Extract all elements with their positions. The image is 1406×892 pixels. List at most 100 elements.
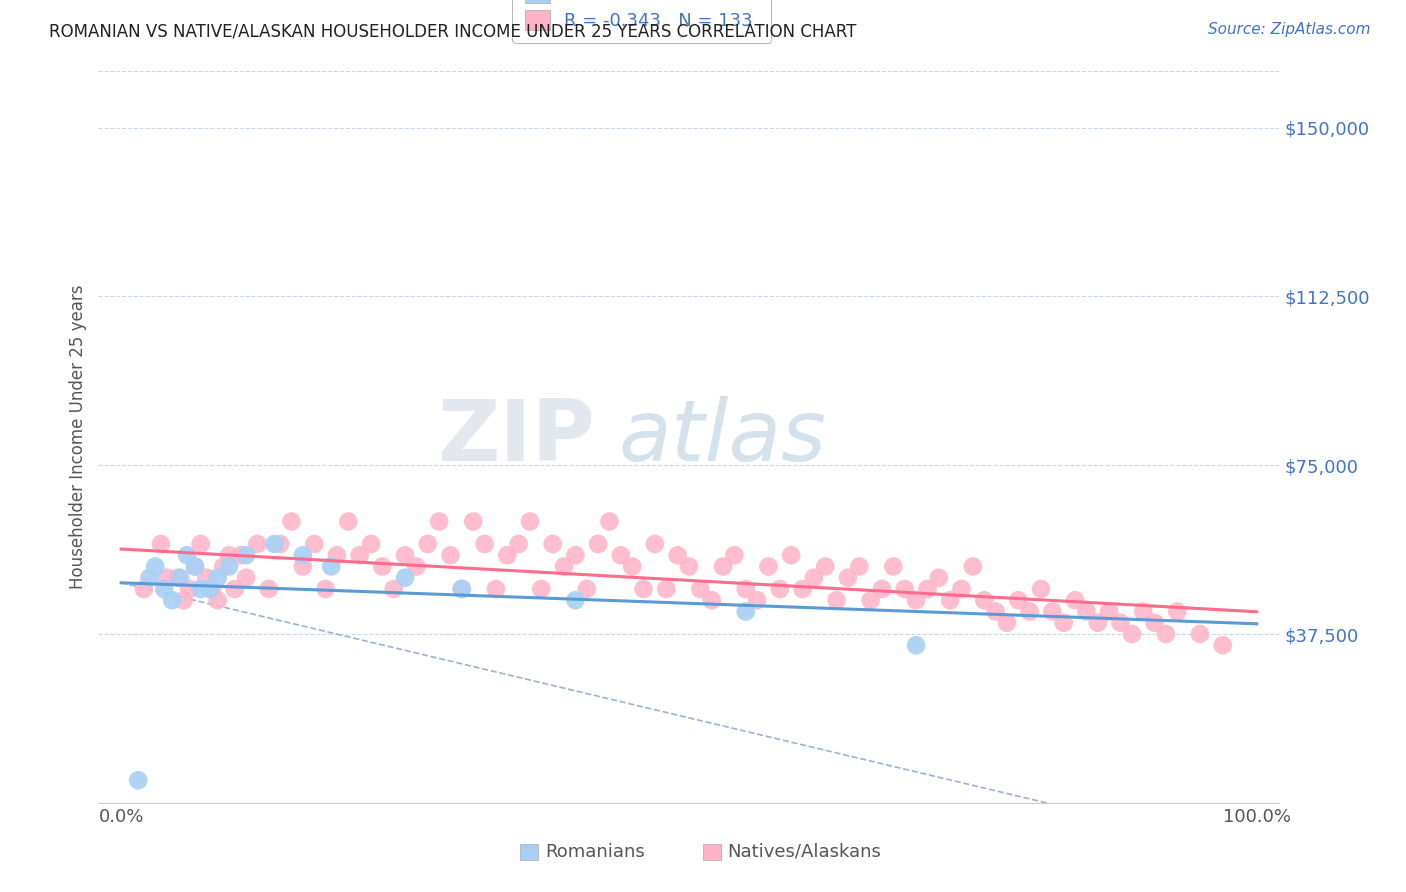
Point bbox=[1212, 638, 1234, 652]
Point bbox=[1076, 605, 1098, 619]
Point bbox=[1109, 615, 1132, 630]
Point bbox=[859, 593, 882, 607]
Point bbox=[564, 593, 586, 607]
Point bbox=[1098, 605, 1121, 619]
Point bbox=[143, 559, 166, 574]
Point bbox=[184, 559, 207, 574]
Point bbox=[917, 582, 939, 596]
Point bbox=[553, 559, 575, 574]
Point bbox=[700, 593, 723, 607]
Point bbox=[132, 582, 155, 596]
Text: Romanians: Romanians bbox=[546, 843, 645, 861]
Point bbox=[212, 559, 235, 574]
Point bbox=[315, 582, 337, 596]
Point bbox=[190, 537, 212, 551]
Point bbox=[349, 548, 371, 562]
Point bbox=[984, 605, 1007, 619]
Point bbox=[371, 559, 394, 574]
Point bbox=[803, 571, 825, 585]
Point bbox=[905, 638, 928, 652]
Point bbox=[711, 559, 734, 574]
Point bbox=[235, 571, 257, 585]
Point bbox=[321, 559, 343, 574]
Point bbox=[485, 582, 508, 596]
Point bbox=[269, 537, 291, 551]
Point bbox=[508, 537, 530, 551]
Point bbox=[291, 548, 314, 562]
Point bbox=[1018, 605, 1040, 619]
Point bbox=[291, 559, 314, 574]
Point bbox=[950, 582, 973, 596]
Point bbox=[1166, 605, 1188, 619]
Point bbox=[1154, 627, 1177, 641]
Point bbox=[416, 537, 439, 551]
Point bbox=[195, 571, 218, 585]
Point bbox=[905, 593, 928, 607]
Point bbox=[1087, 615, 1109, 630]
Point bbox=[792, 582, 814, 596]
Point bbox=[530, 582, 553, 596]
Point bbox=[190, 582, 212, 596]
Point bbox=[586, 537, 609, 551]
Point bbox=[758, 559, 780, 574]
Point bbox=[734, 582, 756, 596]
Point bbox=[1064, 593, 1087, 607]
Point bbox=[153, 582, 176, 596]
Point bbox=[1132, 605, 1154, 619]
Point bbox=[962, 559, 984, 574]
Point bbox=[201, 582, 224, 596]
Point bbox=[825, 593, 848, 607]
Point bbox=[280, 515, 302, 529]
Point bbox=[541, 537, 564, 551]
Point bbox=[575, 582, 598, 596]
Point bbox=[734, 605, 756, 619]
Point bbox=[463, 515, 485, 529]
Point bbox=[207, 593, 229, 607]
Point bbox=[382, 582, 405, 596]
Point bbox=[848, 559, 870, 574]
Point bbox=[644, 537, 666, 551]
Text: ROMANIAN VS NATIVE/ALASKAN HOUSEHOLDER INCOME UNDER 25 YEARS CORRELATION CHART: ROMANIAN VS NATIVE/ALASKAN HOUSEHOLDER I… bbox=[49, 22, 856, 40]
Point bbox=[218, 548, 240, 562]
Y-axis label: Householder Income Under 25 years: Householder Income Under 25 years bbox=[69, 285, 87, 590]
Point bbox=[198, 582, 221, 596]
Point bbox=[427, 515, 450, 529]
Point bbox=[610, 548, 633, 562]
Point bbox=[184, 559, 207, 574]
Text: Source: ZipAtlas.com: Source: ZipAtlas.com bbox=[1208, 22, 1371, 37]
Point bbox=[173, 593, 195, 607]
Point bbox=[689, 582, 711, 596]
Point bbox=[564, 548, 586, 562]
Point bbox=[439, 548, 461, 562]
Point bbox=[450, 582, 472, 596]
Point bbox=[633, 582, 655, 596]
Point bbox=[138, 571, 160, 585]
Point bbox=[218, 559, 240, 574]
Point bbox=[598, 515, 620, 529]
Text: Natives/Alaskans: Natives/Alaskans bbox=[728, 843, 882, 861]
Point bbox=[167, 571, 190, 585]
Point bbox=[360, 537, 382, 551]
Point bbox=[893, 582, 915, 596]
Point bbox=[928, 571, 950, 585]
Point bbox=[337, 515, 360, 529]
Point bbox=[450, 582, 472, 596]
Point bbox=[666, 548, 689, 562]
Point bbox=[1007, 593, 1029, 607]
Point bbox=[302, 537, 325, 551]
Point bbox=[1053, 615, 1076, 630]
Point bbox=[169, 571, 191, 585]
Point bbox=[882, 559, 904, 574]
Point bbox=[973, 593, 995, 607]
Point bbox=[870, 582, 893, 596]
Point bbox=[995, 615, 1018, 630]
Point bbox=[1040, 605, 1063, 619]
Point bbox=[179, 582, 201, 596]
Point bbox=[474, 537, 496, 551]
Point bbox=[1143, 615, 1166, 630]
Point bbox=[207, 571, 229, 585]
Point bbox=[162, 593, 183, 607]
Point bbox=[224, 582, 246, 596]
Point bbox=[229, 548, 252, 562]
Point bbox=[745, 593, 768, 607]
